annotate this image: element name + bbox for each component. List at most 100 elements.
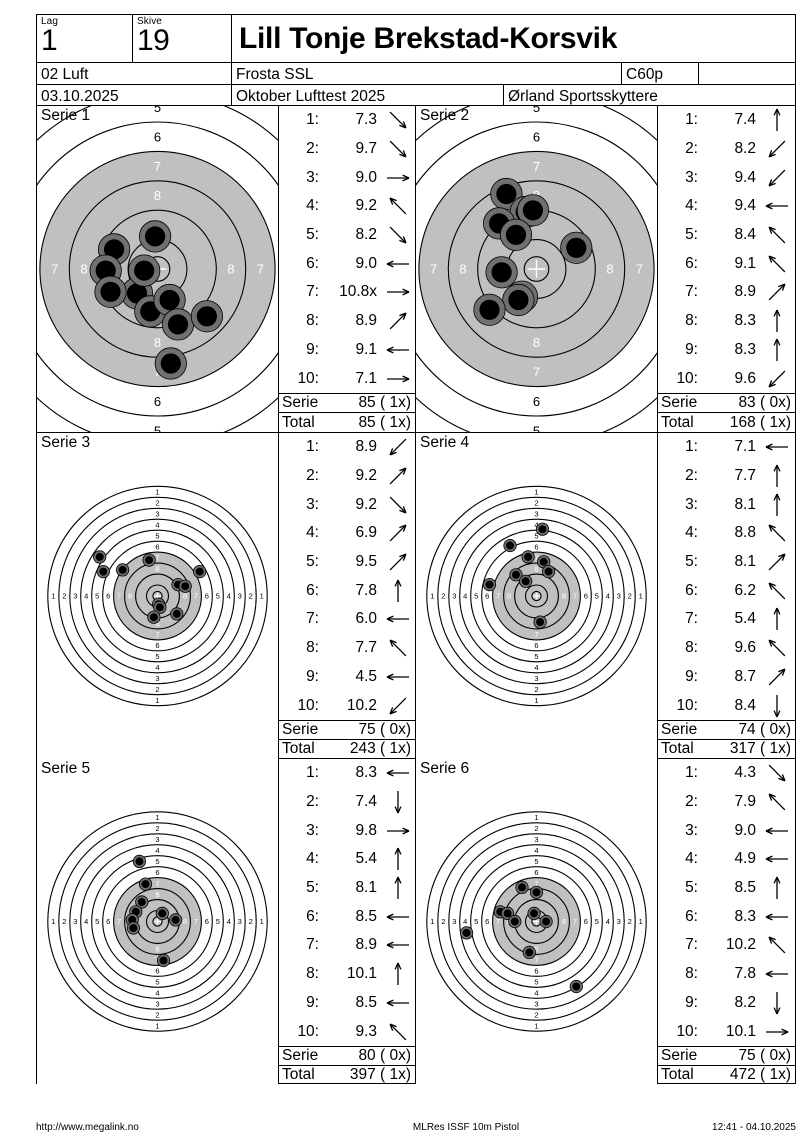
footer-url[interactable]: http://www.megalink.no xyxy=(36,1122,139,1133)
shot-row[interactable]: 5: 8.1 xyxy=(658,548,795,577)
shot-row[interactable]: 10: 7.1 xyxy=(279,364,415,393)
shot-row[interactable]: 5: 8.4 xyxy=(658,221,795,250)
shot-row[interactable]: 3: 8.1 xyxy=(658,490,795,519)
svg-text:4: 4 xyxy=(606,592,610,601)
shot-number: 6: xyxy=(306,907,319,925)
svg-text:1: 1 xyxy=(155,1021,159,1030)
shot-row[interactable]: 5: 9.5 xyxy=(279,548,415,577)
svg-text:4: 4 xyxy=(227,917,231,926)
shot-table-serie-4: 1: 7.1 2: 7.7 3: 8.1 4: 8.8 5: 8.1 6: 6.2 7: 5.4 8: 9.6… xyxy=(657,433,795,758)
shot-row[interactable]: 8: 7.8 xyxy=(658,960,795,989)
shot-row[interactable]: 4: 4.9 xyxy=(658,845,795,874)
shot-row[interactable]: 10: 10.1 xyxy=(658,1017,795,1046)
shot-table-serie-6: 1: 4.3 2: 7.9 3: 9.0 4: 4.9 5: 8.5 6: 8.3 7: 10.2 8: 7.… xyxy=(657,759,795,1083)
serie-sum-row: Serie 75 ( 0x) xyxy=(279,719,415,739)
shot-row[interactable]: 7: 8.9 xyxy=(279,931,415,960)
shot-row[interactable]: 5: 8.5 xyxy=(658,874,795,903)
shot-row[interactable]: 4: 9.2 xyxy=(279,192,415,221)
shot-direction-arrow-icon xyxy=(377,136,415,162)
shot-row[interactable]: 3: 9.0 xyxy=(279,163,415,192)
svg-text:6: 6 xyxy=(485,917,489,926)
shot-row[interactable]: 6: 9.1 xyxy=(658,249,795,278)
svg-text:6: 6 xyxy=(534,641,538,650)
shot-row[interactable]: 9: 8.2 xyxy=(658,989,795,1018)
shot-value: 7.4 xyxy=(734,111,756,129)
shot-row[interactable]: 6: 7.8 xyxy=(279,576,415,605)
shot-row[interactable]: 10: 8.4 xyxy=(658,691,795,720)
shot-row[interactable]: 4: 8.8 xyxy=(658,519,795,548)
shot-number: 10: xyxy=(297,1022,319,1040)
shot-direction-arrow-icon xyxy=(377,578,415,604)
shot-row[interactable]: 5: 8.2 xyxy=(279,221,415,250)
shot-row[interactable]: 6: 9.0 xyxy=(279,249,415,278)
shot-row[interactable]: 6: 8.5 xyxy=(279,902,415,931)
shot-number: 10: xyxy=(676,1022,698,1040)
shot-row[interactable]: 3: 9.8 xyxy=(279,816,415,845)
shot-row[interactable]: 2: 9.7 xyxy=(279,135,415,164)
shot-number: 9: xyxy=(306,340,319,358)
shot-row[interactable]: 9: 4.5 xyxy=(279,663,415,692)
shot-row[interactable]: 10: 10.2 xyxy=(279,691,415,720)
shot-row[interactable]: 6: 6.2 xyxy=(658,576,795,605)
svg-text:3: 3 xyxy=(155,835,159,844)
shot-row[interactable]: 3: 9.2 xyxy=(279,490,415,519)
shot-row[interactable]: 10: 9.6 xyxy=(658,364,795,393)
shot-row[interactable]: 2: 9.2 xyxy=(279,462,415,491)
target-face-serie-3[interactable]: 1 1 1 1 2 2 2 2 3 3 3 3 4 4 4 4 5 5 5 5 6 6 6 6 7 7 7 7 8 8 8 8 Serie 3 xyxy=(37,433,278,759)
shot-row[interactable]: 1: 7.4 xyxy=(658,106,795,135)
svg-text:2: 2 xyxy=(62,917,66,926)
svg-text:5: 5 xyxy=(534,978,538,987)
shot-row[interactable]: 4: 6.9 xyxy=(279,519,415,548)
shot-value: 8.5 xyxy=(355,993,377,1011)
shot-row[interactable]: 3: 9.0 xyxy=(658,816,795,845)
shot-list: 1: 7.4 2: 8.2 3: 9.4 4: 9.4 5: 8.4 6: 9.1 7: 8.9 8: 8.3… xyxy=(658,106,795,393)
shot-row[interactable]: 9: 8.7 xyxy=(658,663,795,692)
shot-number: 3: xyxy=(685,821,698,839)
svg-text:2: 2 xyxy=(155,685,159,694)
shot-row[interactable]: 9: 8.3 xyxy=(658,336,795,365)
shot-row[interactable]: 8: 7.7 xyxy=(279,634,415,663)
shot-row[interactable]: 6: 8.3 xyxy=(658,902,795,931)
shot-row[interactable]: 1: 8.9 xyxy=(279,433,415,462)
shot-row[interactable]: 1: 4.3 xyxy=(658,759,795,788)
shot-number: 1: xyxy=(685,438,698,456)
shot-row[interactable]: 2: 7.7 xyxy=(658,462,795,491)
total-sum-label: Total xyxy=(282,1065,315,1083)
shot-row[interactable]: 7: 5.4 xyxy=(658,605,795,634)
shot-number: 10: xyxy=(297,369,319,387)
total-sum-row: Total 397 ( 1x) xyxy=(279,1064,415,1084)
shot-row[interactable]: 3: 9.4 xyxy=(658,163,795,192)
shot-row[interactable]: 8: 8.9 xyxy=(279,307,415,336)
shot-row[interactable]: 2: 8.2 xyxy=(658,135,795,164)
shot-row[interactable]: 5: 8.1 xyxy=(279,874,415,903)
shot-row[interactable]: 9: 9.1 xyxy=(279,336,415,365)
shot-row[interactable]: 1: 8.3 xyxy=(279,759,415,788)
shot-row[interactable]: 4: 9.4 xyxy=(658,192,795,221)
shot-row[interactable]: 2: 7.4 xyxy=(279,788,415,817)
shot-row[interactable]: 8: 9.6 xyxy=(658,634,795,663)
svg-text:7: 7 xyxy=(533,159,540,174)
shot-row[interactable]: 4: 5.4 xyxy=(279,845,415,874)
shot-row[interactable]: 2: 7.9 xyxy=(658,788,795,817)
shot-row[interactable]: 8: 8.3 xyxy=(658,307,795,336)
svg-text:4: 4 xyxy=(155,663,159,672)
shot-row[interactable]: 7: 8.9 xyxy=(658,278,795,307)
shot-number: 1: xyxy=(306,438,319,456)
shot-row[interactable]: 7: 10.8x xyxy=(279,278,415,307)
shot-row[interactable]: 10: 9.3 xyxy=(279,1017,415,1046)
svg-text:8: 8 xyxy=(534,945,538,954)
shot-row[interactable]: 9: 8.5 xyxy=(279,989,415,1018)
serie-sum-label: Serie xyxy=(661,720,698,738)
svg-text:8: 8 xyxy=(533,335,540,350)
shot-row[interactable]: 7: 10.2 xyxy=(658,931,795,960)
shot-row[interactable]: 7: 6.0 xyxy=(279,605,415,634)
shot-row[interactable]: 1: 7.3 xyxy=(279,106,415,135)
svg-text:5: 5 xyxy=(533,423,540,432)
shot-row[interactable]: 1: 7.1 xyxy=(658,433,795,462)
shot-row[interactable]: 8: 10.1 xyxy=(279,960,415,989)
